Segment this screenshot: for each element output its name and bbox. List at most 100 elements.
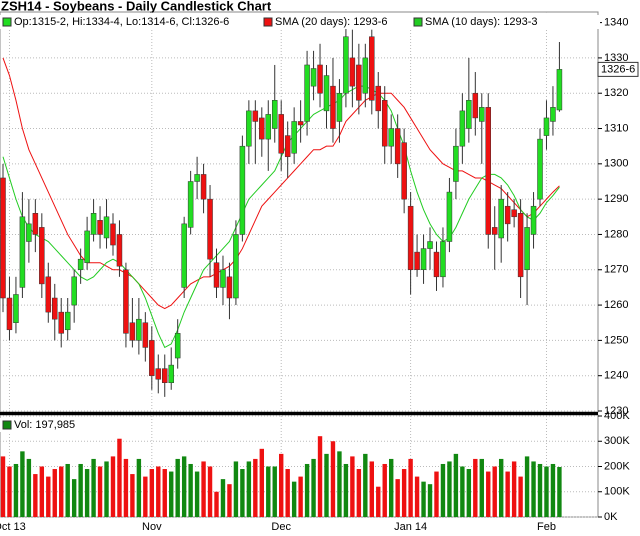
candle-body: [194, 174, 200, 182]
candle-body: [149, 340, 155, 376]
volume-bar: [505, 471, 510, 517]
candle-body: [103, 216, 110, 239]
candle-body: [420, 248, 427, 271]
candle-body: [200, 174, 207, 200]
volume-bar: [207, 466, 213, 517]
volume-bar: [376, 486, 381, 517]
volume-bar: [324, 453, 329, 517]
candle-body: [459, 110, 466, 147]
volume-bar: [110, 456, 116, 517]
volume-bar: [39, 466, 45, 517]
volume-bar: [214, 491, 219, 517]
candle-body: [556, 69, 563, 111]
legend-label: SMA (20 days): 1293-6: [275, 16, 388, 28]
candle-body: [174, 333, 181, 359]
volume-bar: [156, 466, 161, 517]
volume-bar: [259, 448, 264, 517]
volume-bar: [557, 467, 562, 517]
candle-body: [466, 100, 472, 129]
candle-body: [71, 276, 77, 306]
volume-bar: [130, 474, 135, 517]
volume-bar: [71, 479, 77, 517]
legend-label: SMA (10 days): 1293-3: [425, 16, 538, 28]
volume-bar: [473, 458, 478, 517]
candle-body: [155, 368, 162, 380]
candle-body: [446, 191, 453, 242]
legend-bg: [0, 15, 600, 29]
y-tick-label: 1250: [604, 334, 628, 346]
candle-body: [13, 294, 19, 323]
volume-bar: [330, 441, 336, 517]
volume-bar: [511, 461, 517, 517]
y-tick-label: 100K: [604, 486, 630, 498]
volume-bar: [408, 458, 413, 517]
last-price-label: 1326-6: [601, 63, 635, 75]
candle-body: [317, 64, 323, 94]
candle-body: [233, 234, 239, 299]
volume-bar: [550, 463, 556, 517]
volume-bar: [356, 469, 362, 517]
candle-body: [284, 135, 291, 158]
sma-line: [2, 57, 560, 310]
candle-body: [265, 114, 272, 140]
volume-bar: [447, 461, 452, 517]
volume-bar: [13, 463, 19, 517]
volume-bar: [401, 469, 407, 517]
candle-body: [136, 318, 142, 341]
candle-body: [343, 36, 349, 94]
candle-body: [472, 92, 479, 119]
candle-body: [162, 368, 168, 384]
candle-body: [90, 213, 97, 235]
volume-bar: [343, 463, 349, 517]
y-tick-label: 1330: [604, 52, 628, 64]
candle-body: [491, 227, 498, 235]
candle-body: [252, 110, 259, 122]
volume-bar: [414, 476, 420, 517]
candle-body: [97, 220, 103, 235]
legend-label: Op:1315-2, Hi:1334-4, Lo:1314-6, Cl:1326…: [14, 16, 229, 28]
volume-bar: [104, 461, 109, 517]
candle-body: [388, 128, 394, 147]
volume-bar: [266, 466, 271, 517]
y-tick-label: 1320: [604, 87, 628, 99]
y-tick-label: 200K: [604, 460, 630, 472]
legend-swatch: [2, 17, 12, 27]
volume-bar: [337, 451, 342, 517]
volume-bar: [434, 471, 439, 517]
candle-body: [479, 107, 485, 122]
volume-bar: [59, 466, 64, 517]
y-tick-label: 1310: [604, 122, 628, 134]
volume-bar: [317, 436, 323, 517]
volume-bar: [220, 479, 226, 517]
candle-body: [187, 181, 194, 228]
candle-body: [485, 107, 491, 235]
volume-bar: [7, 466, 12, 517]
candle-body: [181, 223, 187, 288]
volume-bar: [492, 466, 497, 517]
volume-bar: [233, 461, 239, 517]
candle-body: [369, 36, 375, 101]
volume-bar: [20, 451, 25, 517]
candle-body: [440, 241, 446, 278]
volume-bar: [518, 476, 523, 517]
volume-bar: [52, 469, 57, 517]
volume-bar: [91, 458, 96, 517]
volume-bar: [169, 471, 174, 517]
candle-body: [310, 68, 317, 87]
y-tick-label: 1300: [604, 158, 628, 170]
candle-body: [142, 322, 149, 348]
legend-swatch: [263, 17, 273, 27]
candle-body: [517, 213, 524, 278]
candle-body: [19, 216, 26, 288]
volume-bar: [479, 458, 484, 517]
y-tick-label: 1240: [604, 370, 628, 382]
candle-body: [356, 64, 362, 101]
volume-bar: [188, 463, 193, 517]
candle-body: [226, 276, 233, 299]
volume-bar: [498, 458, 504, 517]
volume-bar: [117, 438, 122, 517]
volume-bar: [486, 471, 491, 517]
candle-body: [39, 227, 45, 285]
volume-bar: [0, 456, 6, 517]
